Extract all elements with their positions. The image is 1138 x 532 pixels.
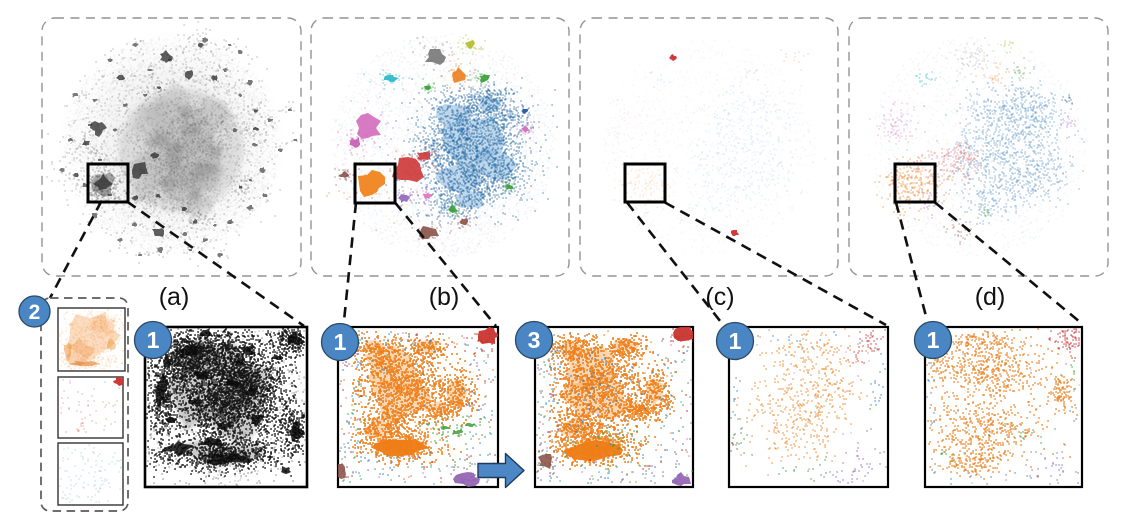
svg-text:(c): (c) [705, 283, 734, 311]
svg-text:1: 1 [927, 327, 940, 353]
svg-text:2: 2 [29, 301, 41, 324]
svg-text:(d): (d) [975, 283, 1006, 311]
svg-text:(b): (b) [429, 283, 460, 311]
svg-text:3: 3 [528, 327, 541, 353]
svg-text:1: 1 [147, 327, 160, 353]
svg-text:1: 1 [334, 329, 347, 355]
svg-text:1: 1 [729, 328, 742, 354]
svg-text:(a): (a) [159, 283, 190, 311]
